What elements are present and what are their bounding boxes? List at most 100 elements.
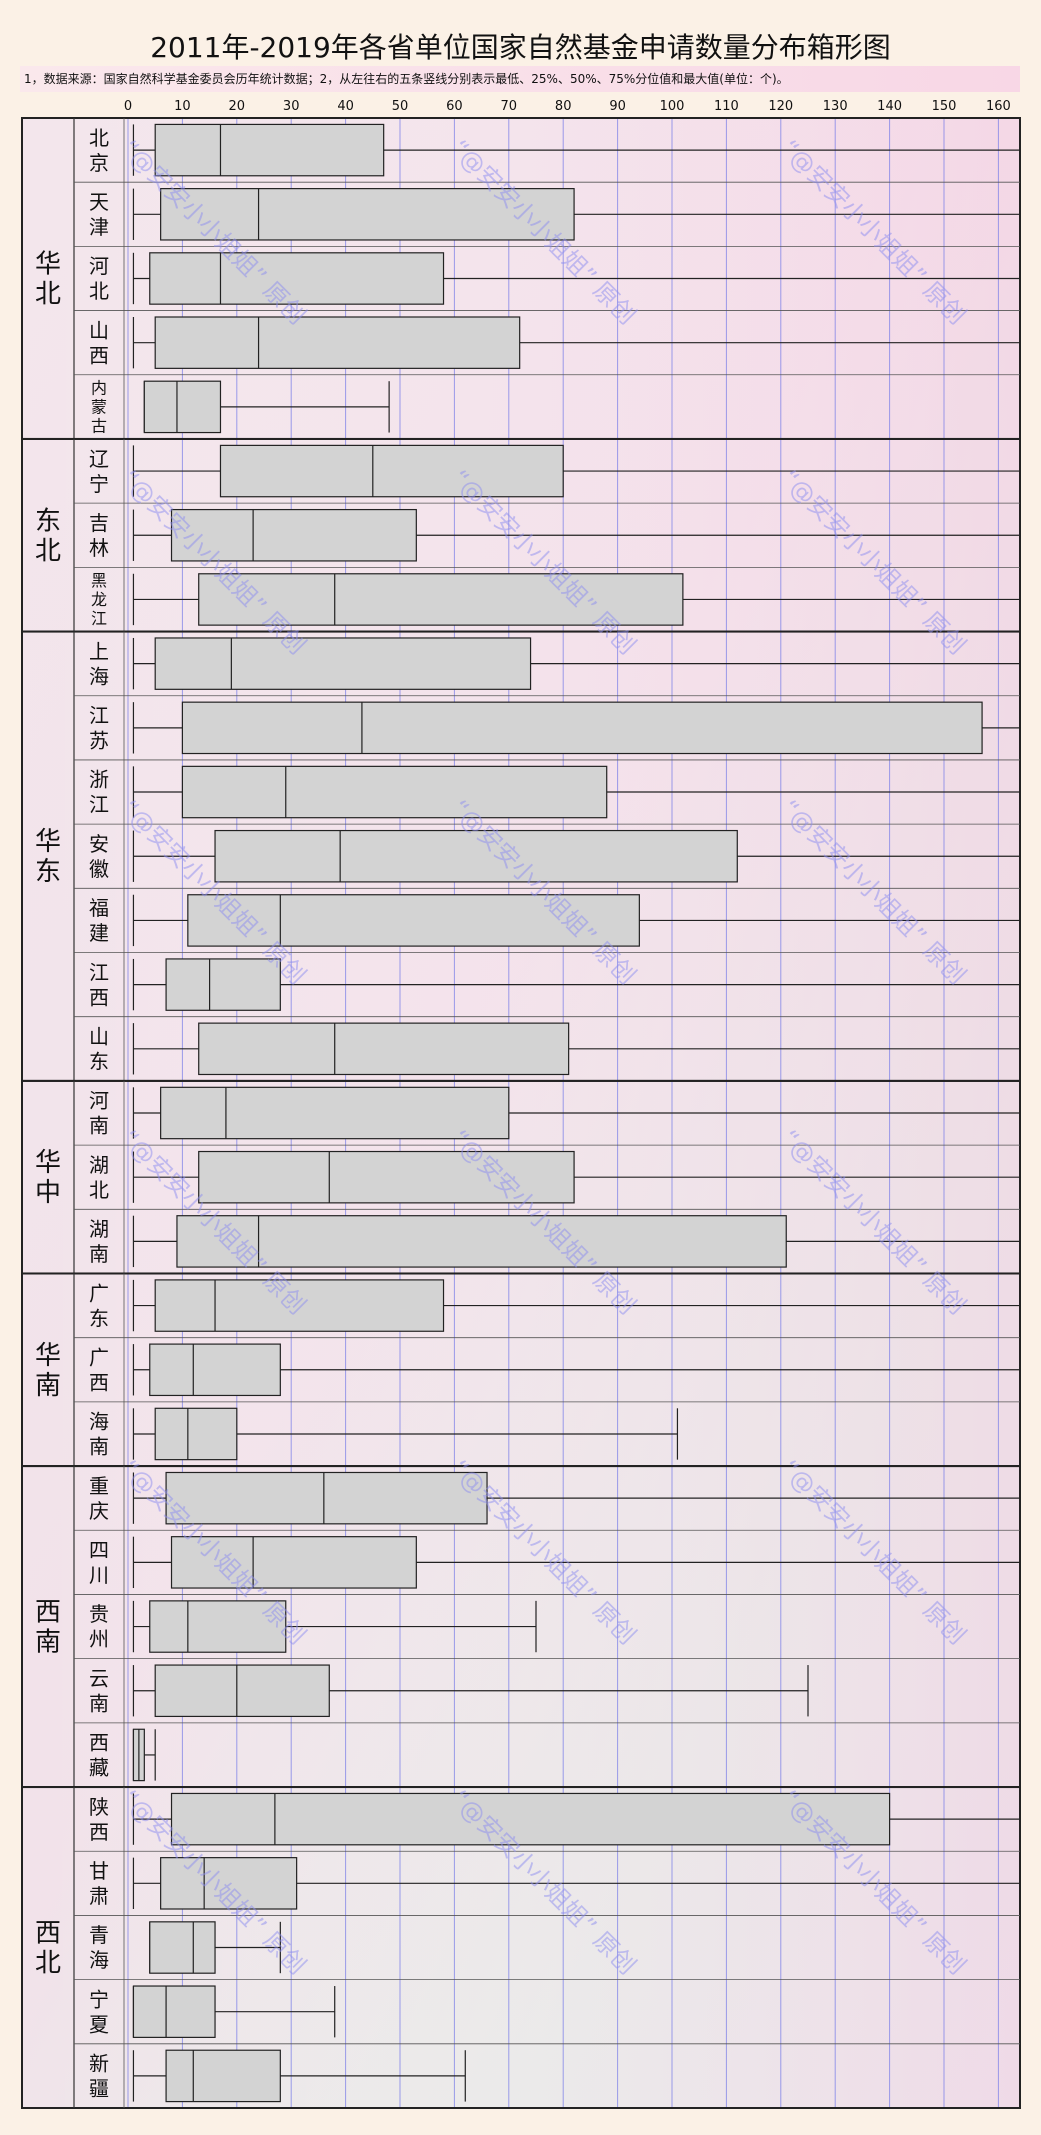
box-iqr (149, 1921, 216, 1974)
province-label: 北 (89, 1178, 109, 1202)
province-row: 浙江 (74, 759, 1020, 825)
province-label: 广 (89, 1281, 109, 1305)
province-row: 内蒙古 (74, 374, 1020, 439)
province-row: 宁夏 (74, 1979, 1020, 2044)
region-label: 东 (35, 857, 61, 887)
province-label: 川 (89, 1563, 109, 1587)
province-label: 南 (89, 1691, 109, 1715)
province-row: 海南 (74, 1401, 1020, 1467)
box-iqr (160, 188, 575, 241)
region-label: 华 (35, 827, 61, 857)
x-tick-label: 20 (229, 99, 246, 114)
province-label: 天 (89, 190, 109, 214)
box-iqr (154, 637, 532, 690)
province-label: 甘 (89, 1859, 109, 1883)
region-label: 北 (35, 279, 61, 309)
province-row: 河北 (74, 245, 1020, 311)
province-row: 四川 (74, 1529, 1020, 1595)
province-label: 疆 (89, 2077, 109, 2101)
x-tick-label: 50 (392, 99, 409, 114)
province-label: 苏 (89, 729, 109, 753)
province-label: 林 (89, 536, 109, 560)
box-iqr (165, 2049, 281, 2103)
province-label: 西 (89, 1820, 109, 1844)
province-label: 湖 (89, 1217, 109, 1241)
province-label: 夏 (89, 2012, 109, 2036)
province-label: 北 (89, 279, 109, 303)
box-iqr (149, 1600, 287, 1653)
province-label: 京 (89, 151, 109, 175)
chart-note: 1，数据来源：国家自然科学基金委员会历年统计数据；2，从左往右的五条竖线分别表示… (20, 66, 1020, 92)
province-label: 南 (89, 1114, 109, 1138)
x-tick-label: 150 (932, 99, 957, 114)
region-label: 西 (35, 1919, 61, 1949)
province-label: 吉 (89, 511, 109, 535)
x-tick-label: 140 (877, 99, 902, 114)
province-label: 重 (89, 1474, 109, 1498)
province-label: 四 (89, 1538, 109, 1562)
province-label: 辽 (89, 447, 109, 471)
province-label: 河 (89, 1089, 109, 1113)
province-label: 福 (89, 896, 109, 920)
box-iqr (154, 1279, 445, 1332)
box-iqr (170, 508, 417, 562)
province-label: 西 (89, 1370, 109, 1394)
province-label: 建 (89, 921, 109, 945)
box-iqr (160, 1857, 298, 1910)
province-label: 龙 (91, 590, 107, 609)
province-row: 天津 (74, 181, 1020, 247)
province-label: 东 (89, 1050, 109, 1074)
province-row: 安徽 (74, 823, 1020, 889)
province-label: 徽 (89, 857, 109, 881)
province-label: 山 (89, 1025, 109, 1049)
province-label: 南 (89, 1435, 109, 1459)
province-label: 州 (89, 1627, 109, 1651)
box-iqr (198, 1022, 570, 1076)
box-iqr (214, 829, 738, 883)
province-label: 西 (89, 985, 109, 1009)
province-label: 陕 (89, 1795, 109, 1819)
x-tick-label: 0 (124, 99, 132, 114)
box-iqr (219, 444, 564, 498)
province-label: 蒙 (91, 398, 107, 417)
province-label: 山 (89, 318, 109, 342)
x-tick-label: 60 (446, 99, 463, 114)
province-label: 西 (89, 343, 109, 367)
x-tick-label: 80 (555, 99, 572, 114)
province-label: 东 (89, 1306, 109, 1330)
province-row: 云南 (74, 1658, 1020, 1723)
region-border (21, 1786, 1021, 2109)
province-label: 安 (89, 832, 109, 856)
box-iqr (198, 573, 684, 626)
province-row: 江西 (74, 952, 1020, 1017)
province-label: 湖 (89, 1153, 109, 1177)
province-row: 湖北 (74, 1144, 1020, 1210)
province-label: 江 (91, 609, 107, 628)
province-row: 河南 (89, 1080, 1020, 1146)
province-label: 藏 (89, 1756, 109, 1780)
region-label: 东 (35, 506, 61, 536)
box-iqr (154, 123, 385, 177)
province-label: 广 (89, 1345, 109, 1369)
box-iqr (198, 1150, 575, 1204)
province-row: 甘肃 (74, 1850, 1020, 1916)
province-row: 吉林 (74, 502, 1020, 568)
province-label: 海 (89, 1410, 109, 1434)
region-label: 南 (35, 1628, 61, 1658)
x-tick-label: 70 (501, 99, 518, 114)
province-label: 古 (91, 417, 107, 436)
box-iqr (170, 1792, 891, 1846)
x-tick-label: 30 (283, 99, 300, 114)
province-label: 北 (89, 126, 109, 150)
province-row: 山东 (74, 1016, 1020, 1081)
region-label: 华 (35, 249, 61, 279)
province-row: 陕西 (89, 1787, 1020, 1852)
box-iqr (187, 894, 640, 947)
province-row: 江苏 (74, 695, 1020, 760)
province-row: 山西 (74, 310, 1020, 375)
box-iqr (132, 1985, 216, 2038)
